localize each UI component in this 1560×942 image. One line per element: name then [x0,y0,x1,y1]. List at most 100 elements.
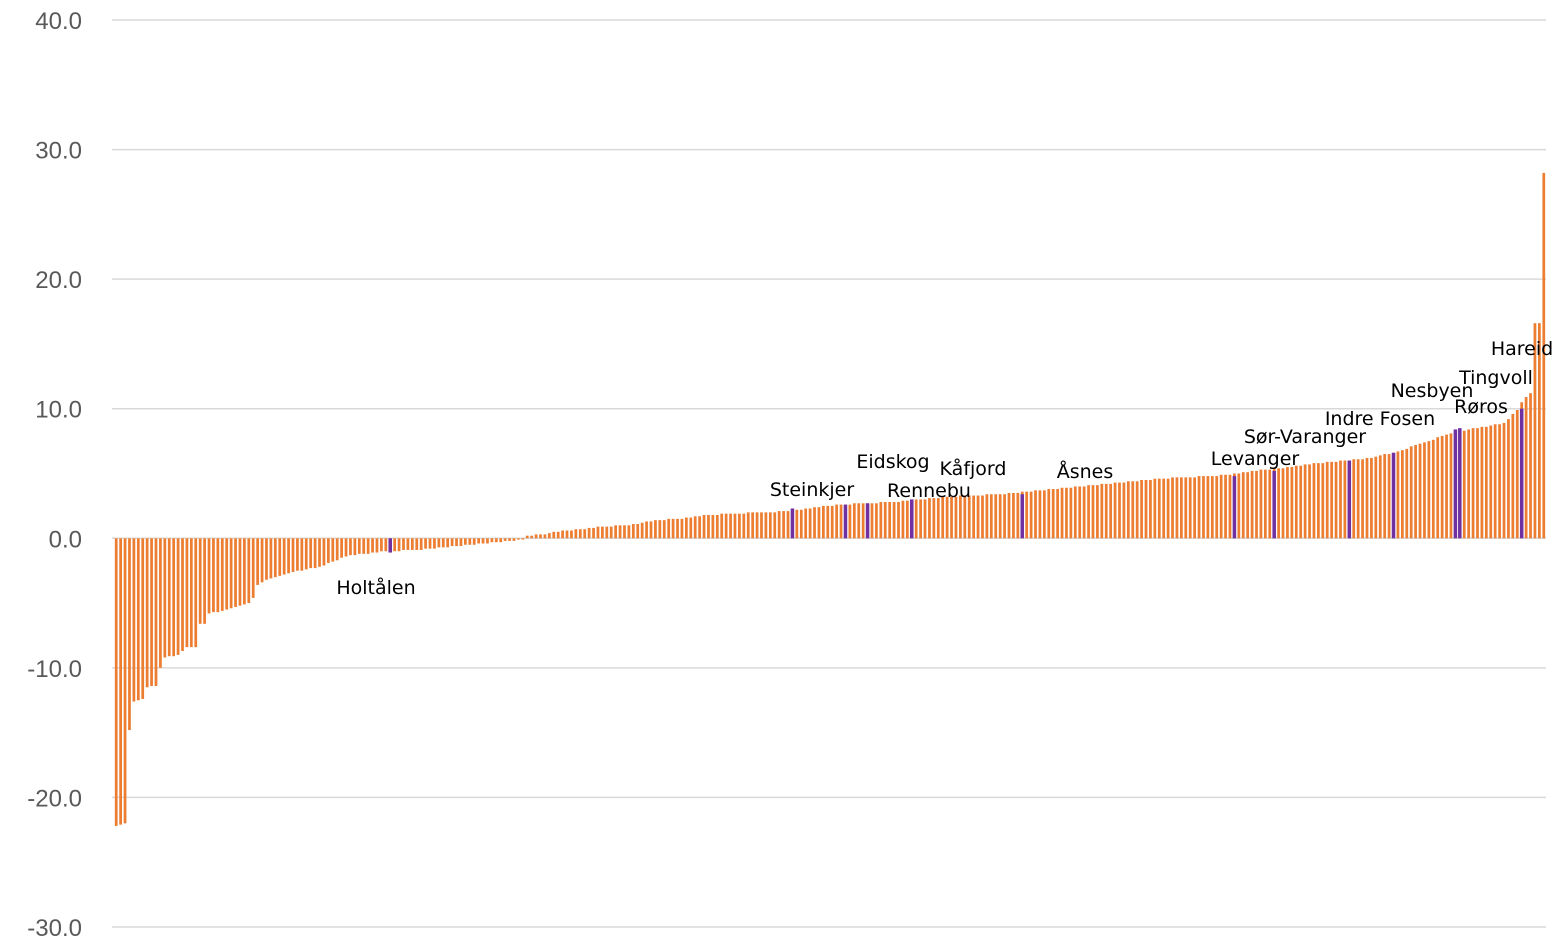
bar [1427,441,1431,539]
bar [574,529,578,539]
bar [1118,482,1121,539]
bar [883,502,887,539]
bar [512,538,516,541]
highlight-label: Holtålen [336,576,415,599]
bar [901,500,905,539]
bar [1290,467,1294,539]
bar [773,512,777,539]
bar [552,531,556,539]
bar [331,538,335,562]
bar [1383,454,1387,539]
bar [163,538,167,658]
bar [1321,463,1325,539]
bar [1533,323,1537,539]
highlight-bar-holtålen [388,538,393,553]
bar [817,507,821,539]
bar [503,538,507,541]
bar [1502,422,1506,539]
bar [1206,476,1210,539]
y-tick-label: -30.0 [27,915,82,942]
bar [238,538,242,606]
bar [852,503,856,539]
bar [1166,478,1170,539]
bar [1003,494,1006,539]
highlight-label: Røros [1454,396,1508,418]
bar [826,505,830,539]
bar [676,518,679,539]
bar [985,494,989,539]
highlight-label: Eidskog [856,451,929,473]
bar [256,538,260,585]
bar [1060,487,1064,539]
bar [521,538,525,540]
bar [1087,485,1090,539]
bar [154,538,158,686]
bar [967,495,971,539]
bar [570,530,573,539]
bar [304,538,308,570]
bar [393,538,397,552]
bar [989,494,993,539]
y-tick-label: 0.0 [49,526,82,553]
bar [954,496,958,539]
bar [313,538,317,569]
highlight-bar-hareid [1519,408,1524,539]
bar [534,534,538,539]
bar [1109,483,1113,539]
bar [1228,474,1232,539]
bar [1365,457,1369,539]
bar [428,538,432,549]
bar [892,502,896,539]
bar [132,538,136,702]
bar [782,511,785,539]
bar [212,538,215,613]
bar [1091,485,1095,539]
bar [344,538,348,557]
bar [1374,456,1378,539]
bar [1056,489,1059,539]
bar [136,538,140,701]
bar [1180,477,1183,539]
bar [309,538,313,569]
bar [928,498,931,539]
bar [1361,459,1364,539]
y-tick-label: -10.0 [27,656,82,683]
bar [1436,437,1440,539]
bar [220,538,224,611]
bar [1193,477,1196,539]
highlight-label: Levanger [1211,448,1300,470]
bar [464,538,467,545]
bar [216,538,220,613]
bar [366,538,370,554]
bar [1476,428,1479,539]
bar [490,538,494,543]
bar [530,535,534,539]
bar [835,504,838,539]
highlight-label: Åsnes [1057,460,1114,483]
bar [1042,490,1046,539]
bar [419,538,423,550]
bar [340,538,343,558]
bar [795,509,799,539]
bar [905,500,909,539]
bar [1268,469,1272,539]
highlight-bar-sør-varanger [1272,470,1276,539]
bar [450,538,454,547]
bar [1414,444,1417,539]
bar [1418,443,1422,539]
bar [167,538,171,657]
bar [1126,481,1130,539]
y-axis-tick-labels: -30.0 -20.0 -10.0 0.0 10.0 20.0 30.0 40.0 [27,8,82,942]
bar [1330,461,1334,539]
bar [972,495,976,539]
bar [1135,481,1139,539]
bar [1241,472,1245,539]
bar [667,518,671,539]
bar [601,526,604,539]
bar [1467,429,1471,539]
bar [1281,468,1285,539]
bar [592,527,595,539]
bar [397,538,401,552]
bar [1188,477,1192,539]
bar [919,499,922,539]
